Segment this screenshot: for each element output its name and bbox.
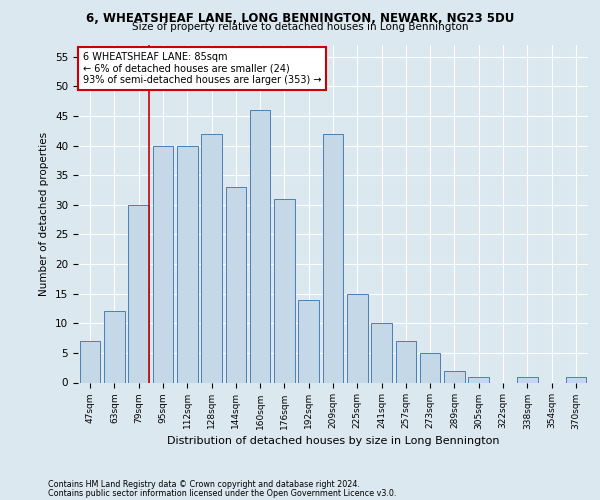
Bar xyxy=(104,312,125,382)
Bar xyxy=(201,134,222,382)
Text: 6, WHEATSHEAF LANE, LONG BENNINGTON, NEWARK, NG23 5DU: 6, WHEATSHEAF LANE, LONG BENNINGTON, NEW… xyxy=(86,12,514,26)
Bar xyxy=(177,146,197,382)
Bar xyxy=(250,110,271,382)
Bar xyxy=(420,353,440,382)
Bar xyxy=(152,146,173,382)
Text: Contains HM Land Registry data © Crown copyright and database right 2024.: Contains HM Land Registry data © Crown c… xyxy=(48,480,360,489)
Bar xyxy=(226,187,246,382)
Bar xyxy=(347,294,368,382)
Bar xyxy=(469,376,489,382)
Bar xyxy=(323,134,343,382)
X-axis label: Distribution of detached houses by size in Long Bennington: Distribution of detached houses by size … xyxy=(167,436,499,446)
Bar xyxy=(395,341,416,382)
Bar xyxy=(128,205,149,382)
Bar xyxy=(566,376,586,382)
Text: Contains public sector information licensed under the Open Government Licence v3: Contains public sector information licen… xyxy=(48,488,397,498)
Bar xyxy=(371,324,392,382)
Text: 6 WHEATSHEAF LANE: 85sqm
← 6% of detached houses are smaller (24)
93% of semi-de: 6 WHEATSHEAF LANE: 85sqm ← 6% of detache… xyxy=(83,52,322,85)
Bar xyxy=(80,341,100,382)
Bar xyxy=(517,376,538,382)
Bar xyxy=(298,300,319,382)
Bar xyxy=(444,370,465,382)
Text: Size of property relative to detached houses in Long Bennington: Size of property relative to detached ho… xyxy=(132,22,468,32)
Bar xyxy=(274,199,295,382)
Y-axis label: Number of detached properties: Number of detached properties xyxy=(40,132,49,296)
